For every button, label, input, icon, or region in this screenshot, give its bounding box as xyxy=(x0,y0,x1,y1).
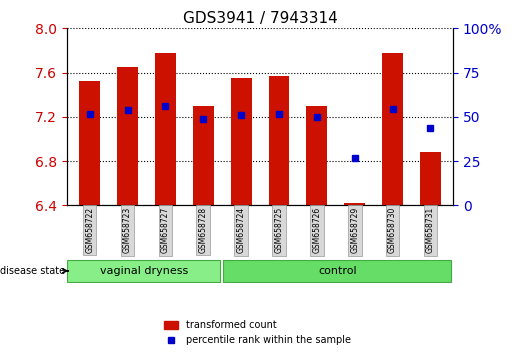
Text: GSM658728: GSM658728 xyxy=(199,207,208,253)
Text: GSM658725: GSM658725 xyxy=(274,207,284,253)
Text: disease state: disease state xyxy=(0,266,68,276)
Bar xyxy=(231,78,251,205)
Text: GSM658731: GSM658731 xyxy=(426,207,435,253)
Bar xyxy=(382,53,403,205)
Legend: transformed count, percentile rank within the sample: transformed count, percentile rank withi… xyxy=(160,316,355,349)
Bar xyxy=(420,152,441,205)
Bar xyxy=(306,106,328,205)
Text: GSM658722: GSM658722 xyxy=(85,207,94,253)
FancyBboxPatch shape xyxy=(67,260,219,282)
Bar xyxy=(117,67,138,205)
Title: GDS3941 / 7943314: GDS3941 / 7943314 xyxy=(183,11,337,26)
Bar xyxy=(193,106,214,205)
Text: vaginal dryness: vaginal dryness xyxy=(100,266,188,276)
Text: GSM658727: GSM658727 xyxy=(161,207,170,253)
Text: GSM658723: GSM658723 xyxy=(123,207,132,253)
Text: GSM658726: GSM658726 xyxy=(313,207,321,253)
Bar xyxy=(79,81,100,205)
Bar xyxy=(155,53,176,205)
Bar xyxy=(345,203,365,205)
Text: control: control xyxy=(318,266,356,276)
Text: GSM658729: GSM658729 xyxy=(350,207,359,253)
FancyBboxPatch shape xyxy=(224,260,451,282)
Bar xyxy=(269,76,289,205)
Text: GSM658730: GSM658730 xyxy=(388,207,397,253)
Text: GSM658724: GSM658724 xyxy=(236,207,246,253)
